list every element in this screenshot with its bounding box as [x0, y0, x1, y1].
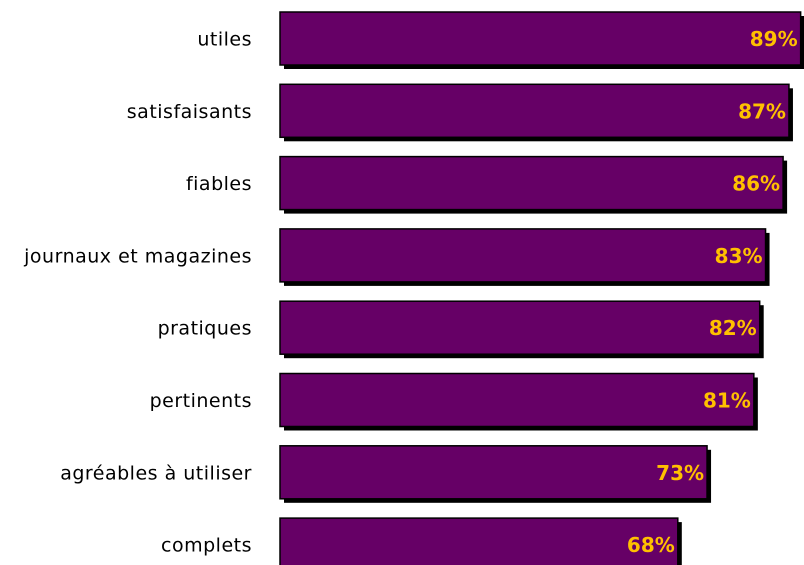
bar [279, 228, 767, 283]
bar [279, 83, 790, 139]
bar [279, 517, 679, 565]
bar [279, 445, 708, 500]
value-label: 73% [656, 461, 704, 485]
category-label: pratiques [158, 318, 252, 340]
value-label: 83% [715, 244, 763, 268]
value-label: 86% [732, 172, 780, 196]
bar [279, 372, 755, 428]
bar [279, 11, 802, 66]
category-label: journaux et magazines [23, 245, 252, 267]
bar [279, 300, 761, 355]
value-label: 81% [703, 389, 751, 413]
value-labels-layer: 89% 87% 86% 83% 82% 81% 73% 68% [627, 27, 798, 557]
category-label: fiables [186, 173, 252, 195]
category-label: complets [161, 535, 252, 557]
value-label: 68% [627, 533, 675, 557]
category-label: pertinents [150, 390, 252, 412]
value-label: 82% [709, 316, 757, 340]
value-label: 87% [738, 99, 786, 123]
category-labels-layer: utiles satisfaisants fiables journaux et ma… [23, 29, 252, 557]
category-label: agréables à utiliser [60, 462, 252, 484]
value-label: 89% [750, 27, 798, 51]
bar [279, 155, 784, 211]
category-label: satisfaisants [127, 101, 252, 123]
category-label: utiles [197, 29, 252, 51]
bars-layer [279, 11, 804, 565]
